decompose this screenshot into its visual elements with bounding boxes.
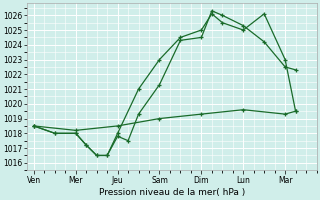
X-axis label: Pression niveau de la mer( hPa ): Pression niveau de la mer( hPa ) xyxy=(99,188,245,197)
